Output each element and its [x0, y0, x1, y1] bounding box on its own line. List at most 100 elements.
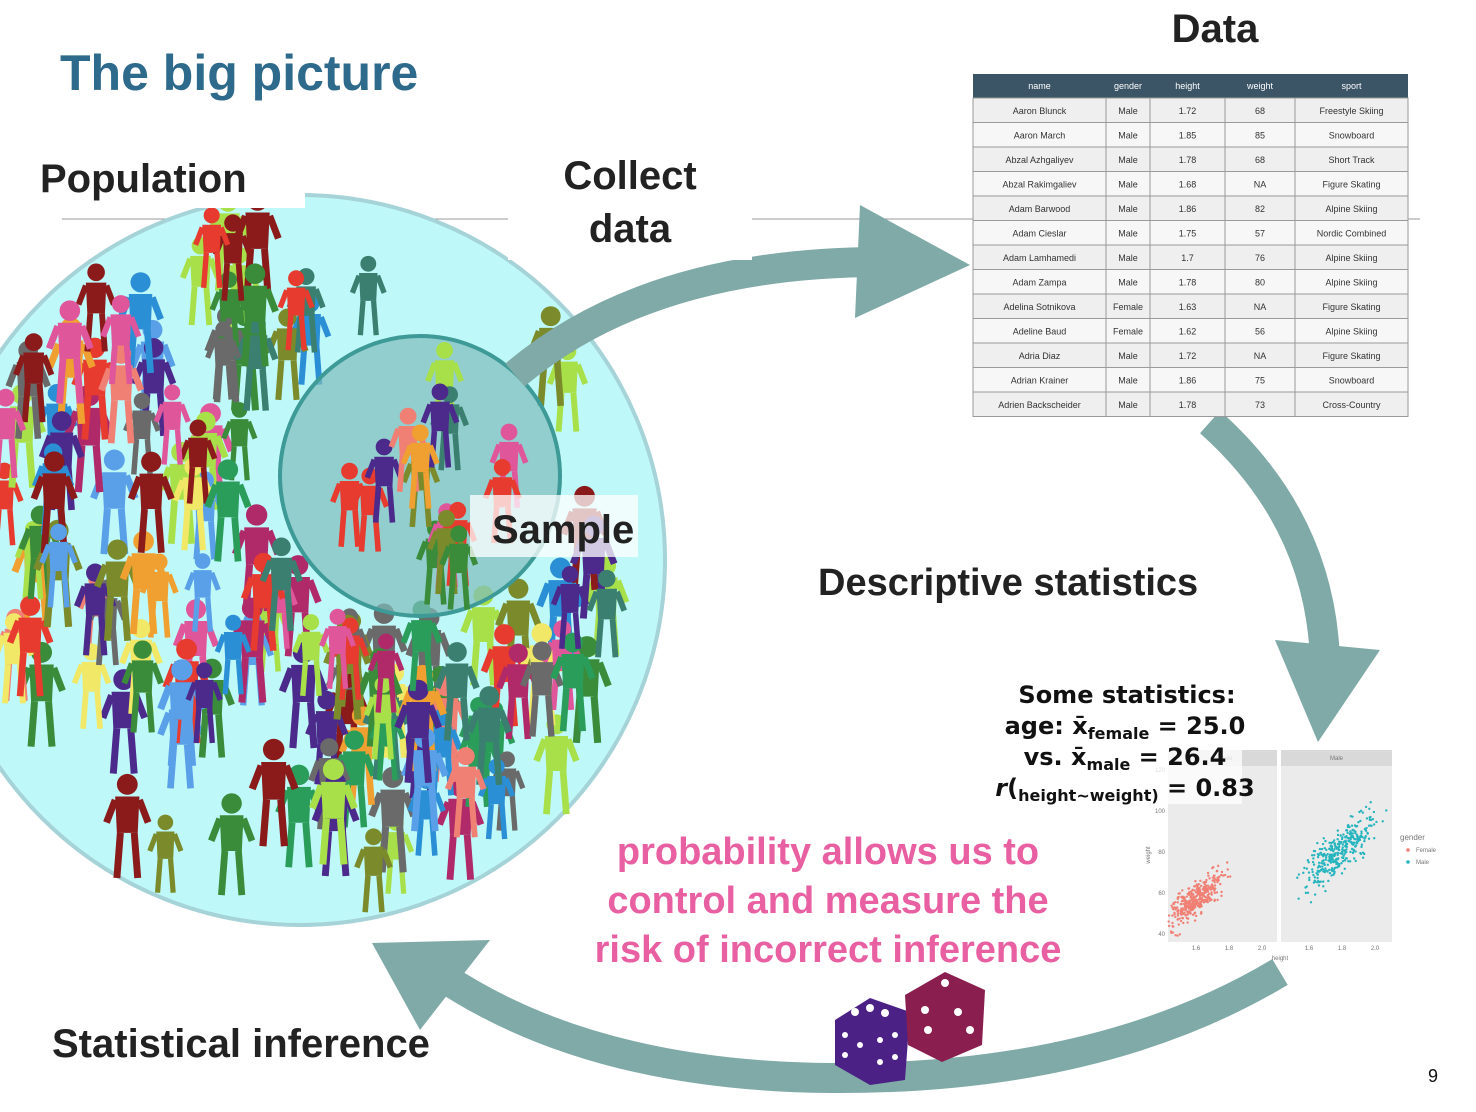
limbs: [586, 590, 627, 658]
head: [107, 539, 128, 560]
table-cell: Adam Barwood: [1009, 204, 1071, 214]
point: [1181, 899, 1185, 903]
table-cell: Freestyle Skiing: [1319, 106, 1383, 116]
point: [1329, 859, 1333, 862]
point: [1297, 897, 1300, 900]
point: [1335, 862, 1338, 866]
head: [215, 321, 232, 337]
point: [1177, 923, 1180, 926]
body: [530, 662, 554, 696]
body: [23, 352, 45, 384]
body: [215, 481, 240, 518]
table-cell: Figure Skating: [1322, 351, 1380, 361]
point: [1339, 840, 1343, 844]
point: [1329, 855, 1333, 859]
limbs: [99, 693, 148, 774]
point: [1337, 857, 1340, 860]
point: [1336, 833, 1340, 837]
limbs: [377, 833, 415, 894]
people: [0, 189, 630, 913]
x-tick-label: 1.6: [1192, 946, 1201, 952]
table-row-bg: [972, 195, 1409, 221]
point: [1176, 918, 1179, 921]
point: [1307, 861, 1310, 864]
table-cell: Alpine Skiing: [1325, 278, 1377, 288]
point: [1172, 902, 1176, 906]
point: [1200, 904, 1203, 907]
body: [162, 401, 182, 430]
point: [1327, 879, 1330, 883]
table-cell: Adam Lamhamedi: [1003, 253, 1076, 263]
stats-line: age: x̄female = 25.0: [1005, 712, 1246, 743]
table-cell: 56: [1255, 327, 1265, 337]
body: [214, 338, 233, 366]
body: [42, 473, 67, 509]
point: [1226, 861, 1229, 864]
point: [1332, 873, 1335, 876]
limbs: [259, 559, 303, 632]
limbs: [401, 462, 441, 528]
point: [1176, 934, 1179, 937]
point: [1316, 876, 1319, 880]
head: [272, 537, 291, 557]
point: [1323, 869, 1326, 872]
person: [178, 419, 218, 504]
head: [438, 510, 455, 527]
point: [1210, 891, 1213, 894]
person: [349, 255, 387, 336]
point: [1364, 836, 1367, 839]
table-row-bg: [972, 122, 1409, 148]
point: [1211, 866, 1214, 870]
person: [90, 449, 139, 555]
body: [139, 473, 164, 509]
point: [1367, 837, 1371, 840]
table-row-bg: [972, 97, 1409, 123]
point: [1306, 859, 1310, 862]
inference-label: Statistical inference: [52, 1022, 430, 1066]
table-cell: Male: [1118, 155, 1138, 165]
table-cell: Female: [1113, 327, 1143, 337]
person: [259, 537, 303, 632]
point: [1213, 874, 1216, 877]
data-table: name gender height weight sport Aaron Blunck M…: [972, 74, 1409, 417]
body: [115, 796, 140, 833]
head: [500, 423, 518, 441]
point: [1385, 809, 1388, 812]
table-header: weight: [1246, 81, 1274, 91]
point: [1171, 908, 1175, 911]
point: [1343, 840, 1346, 843]
point: [1191, 913, 1195, 917]
person: [444, 747, 487, 838]
limbs: [6, 619, 54, 697]
person: [71, 643, 112, 729]
point: [1338, 864, 1341, 868]
point: [1304, 891, 1308, 895]
point: [1204, 900, 1208, 903]
point: [1203, 883, 1207, 886]
point: [1195, 894, 1199, 897]
point: [1321, 865, 1324, 868]
point: [1199, 897, 1203, 901]
point: [1194, 902, 1198, 905]
point: [1179, 919, 1183, 923]
limbs: [533, 738, 580, 815]
point: [1193, 906, 1196, 910]
point: [1368, 816, 1371, 819]
point: [1197, 887, 1200, 890]
limbs: [400, 444, 440, 509]
person: [439, 525, 479, 610]
point: [1187, 901, 1191, 905]
point: [1216, 878, 1219, 881]
point: [1202, 881, 1205, 884]
x-tick-label: 1.6: [1305, 946, 1314, 952]
body: [48, 541, 69, 572]
point: [1369, 824, 1373, 827]
point: [1317, 864, 1321, 867]
point: [1318, 847, 1322, 851]
point: [1198, 892, 1201, 895]
point: [1325, 848, 1328, 852]
point: [1319, 851, 1322, 855]
point: [1181, 889, 1184, 892]
table-header: name: [1028, 81, 1051, 91]
table-row-bg: [972, 318, 1409, 344]
